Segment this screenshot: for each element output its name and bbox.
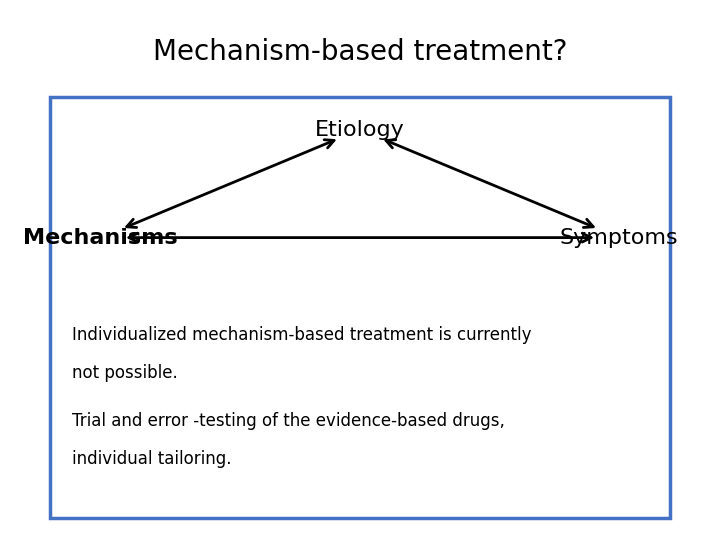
Text: Trial and error -testing of the evidence-based drugs,: Trial and error -testing of the evidence… — [72, 412, 505, 430]
Text: Symptoms: Symptoms — [560, 227, 678, 248]
Text: Individualized mechanism-based treatment is currently: Individualized mechanism-based treatment… — [72, 326, 531, 344]
Bar — [50, 97, 670, 518]
Text: Mechanism-based treatment?: Mechanism-based treatment? — [153, 38, 567, 66]
FancyArrowPatch shape — [386, 140, 593, 227]
Text: Mechanisms: Mechanisms — [24, 227, 178, 248]
Text: individual tailoring.: individual tailoring. — [72, 450, 232, 468]
Text: Etiology: Etiology — [315, 119, 405, 140]
FancyArrowPatch shape — [127, 140, 334, 227]
Text: not possible.: not possible. — [72, 363, 178, 382]
FancyArrowPatch shape — [129, 233, 591, 242]
